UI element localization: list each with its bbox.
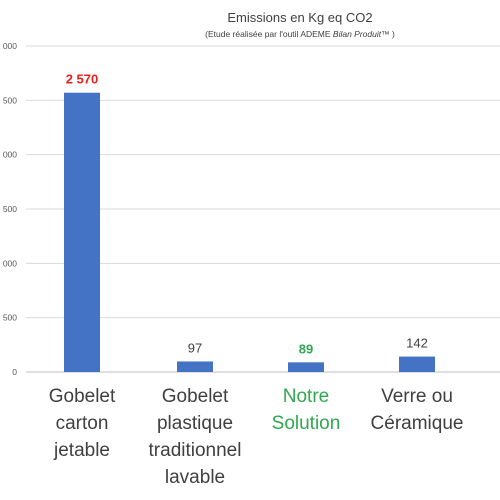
category-label: Gobelet — [162, 386, 229, 407]
data-label: 142 — [406, 336, 428, 351]
chart-subtitle: (Etude réalisée par l'outil ADEME Bilan … — [130, 29, 470, 39]
category-label: lavable — [165, 467, 225, 488]
bar-4 — [399, 356, 435, 372]
category-label: carton — [56, 413, 109, 434]
y-tick-label: 000 — [3, 41, 17, 51]
y-tick-label: 500 — [3, 95, 17, 105]
y-tick-label: 500 — [3, 313, 17, 323]
data-label: 89 — [299, 341, 313, 356]
category-label: Verre ou — [381, 386, 453, 407]
subtitle-italic: Bilan Produit™ — [332, 29, 390, 39]
y-tick-label: 500 — [3, 204, 17, 214]
y-tick-label: 000 — [3, 258, 17, 268]
category-label: Gobelet — [49, 386, 116, 407]
y-tick-label: 000 — [3, 150, 17, 160]
bar-2 — [177, 361, 213, 372]
category-label: Céramique — [371, 413, 464, 434]
bar-3 — [288, 362, 324, 372]
category-label: Solution — [272, 413, 341, 434]
category-label: plastique — [157, 413, 233, 434]
chart-title: Emissions en Kg eq CO2 — [227, 10, 373, 25]
bar-1 — [64, 92, 100, 372]
category-label: jetable — [53, 440, 110, 461]
category-label: Notre — [283, 386, 329, 407]
subtitle-suffix: ) — [389, 29, 395, 39]
category-label: traditionnel — [149, 440, 242, 461]
data-label: 97 — [188, 340, 202, 355]
subtitle-prefix: (Etude réalisée par l'outil ADEME — [205, 29, 333, 39]
y-tick-label: 0 — [12, 367, 17, 377]
data-label: 2 570 — [66, 72, 99, 87]
